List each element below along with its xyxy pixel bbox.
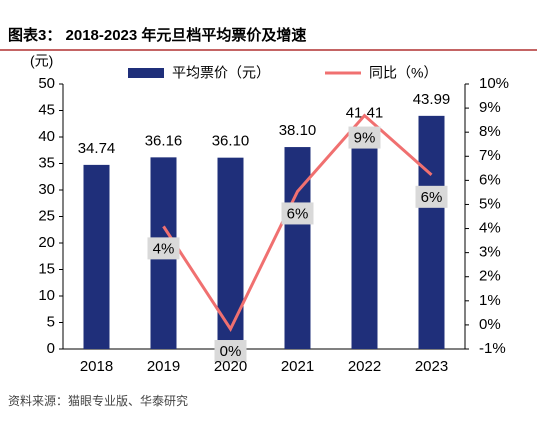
y2-tick-label: 3% bbox=[479, 244, 501, 261]
y2-tick-label: 5% bbox=[479, 195, 501, 212]
bar-value-label: 43.99 bbox=[413, 91, 451, 108]
y2-tick-label: 10% bbox=[479, 75, 509, 92]
bar-value-label: 36.10 bbox=[212, 133, 250, 150]
y2-tick-label: 9% bbox=[479, 99, 501, 116]
y-tick-label: 35 bbox=[38, 154, 55, 171]
line bbox=[162, 113, 433, 333]
value-label-box bbox=[214, 340, 247, 363]
y-tick-label: 20 bbox=[38, 234, 55, 251]
y-tick-label: 5 bbox=[47, 313, 55, 330]
y2-tick-label: 7% bbox=[479, 147, 501, 164]
x-tick-label: 2022 bbox=[348, 358, 381, 375]
y2-tick-label: 1% bbox=[479, 292, 501, 309]
value-label-box bbox=[281, 202, 314, 225]
y2-tick-label: 2% bbox=[479, 268, 501, 285]
line-value-label: 6% bbox=[287, 205, 309, 222]
y2-tick-label: 6% bbox=[479, 171, 501, 188]
y2-tick-label: -1% bbox=[479, 340, 506, 357]
legend-swatch bbox=[128, 68, 164, 78]
line-value-label: 6% bbox=[421, 189, 443, 206]
y-tick-label: 30 bbox=[38, 181, 55, 198]
bar-value-label: 38.10 bbox=[279, 122, 317, 139]
bar-value-label: 36.16 bbox=[145, 132, 183, 149]
y-tick-label: 45 bbox=[38, 101, 55, 118]
x-tick-label: 2020 bbox=[214, 358, 247, 375]
chart-title: 图表3： 2018-2023 年元旦档平均票价及增速 bbox=[8, 26, 306, 44]
bar bbox=[217, 157, 244, 349]
y-axis-label: (元) bbox=[30, 53, 53, 69]
y-tick-label: 50 bbox=[38, 75, 55, 92]
bar bbox=[284, 147, 311, 349]
legend-label: 同比（%） bbox=[369, 65, 437, 81]
value-label-box bbox=[147, 237, 180, 260]
bar bbox=[351, 129, 378, 349]
y2-tick-label: 4% bbox=[479, 220, 501, 237]
y2-tick-label: 8% bbox=[479, 123, 501, 140]
y-tick-label: 25 bbox=[38, 207, 55, 224]
y-tick-label: 15 bbox=[38, 260, 55, 277]
y-tick-label: 0 bbox=[47, 340, 55, 357]
y-tick-label: 10 bbox=[38, 287, 55, 304]
bar bbox=[418, 115, 445, 349]
bar bbox=[83, 164, 110, 349]
x-tick-label: 2018 bbox=[80, 358, 113, 375]
x-tick-label: 2023 bbox=[415, 358, 448, 375]
x-tick-label: 2019 bbox=[147, 358, 180, 375]
value-label-box bbox=[348, 126, 381, 149]
bar-value-label: 34.74 bbox=[78, 140, 116, 157]
line-value-label: 9% bbox=[354, 130, 376, 147]
legend-label: 平均票价（元） bbox=[172, 65, 270, 81]
y-tick-label: 40 bbox=[38, 128, 55, 145]
bar-value-label: 41.41 bbox=[346, 104, 384, 121]
x-tick-label: 2021 bbox=[281, 358, 314, 375]
y2-tick-label: 0% bbox=[479, 316, 501, 333]
line-value-label: 0% bbox=[220, 343, 242, 360]
value-label-box bbox=[415, 185, 448, 208]
line-value-label: 4% bbox=[153, 240, 175, 257]
source: 资料来源：猫眼专业版、华泰研究 bbox=[8, 393, 188, 408]
